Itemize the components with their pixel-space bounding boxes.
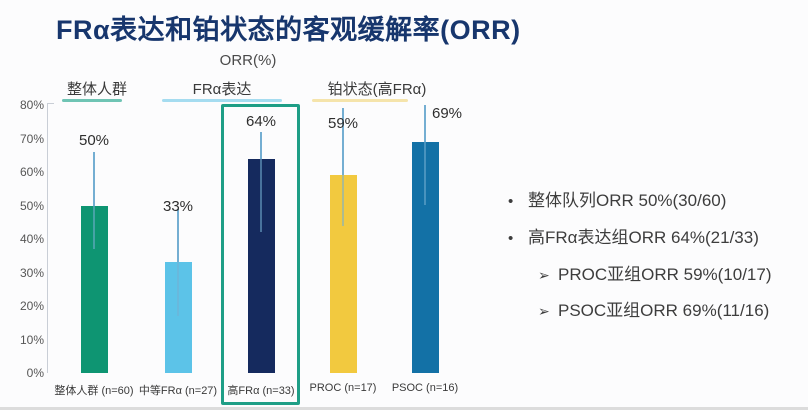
y-axis-tick-label: 80% xyxy=(19,98,44,112)
error-whisker-inner xyxy=(177,262,179,317)
note-item: ➢ PROC亚组ORR 59%(10/17) xyxy=(538,260,804,285)
x-axis-category-label: 整体人群 (n=60) xyxy=(54,385,134,397)
note-item: • 高FRα表达组ORR 64%(21/33) xyxy=(508,223,804,248)
arrow-bullet-icon: ➢ xyxy=(538,267,550,283)
y-axis-tick-label: 30% xyxy=(19,265,44,280)
error-whisker-inner xyxy=(260,158,262,233)
key-findings-list: • 整体队列ORR 50%(30/60) • 高FRα表达组ORR 64%(21/33… xyxy=(508,186,804,332)
group-underline xyxy=(162,99,282,102)
note-text: PROC亚组ORR 59%(10/17) xyxy=(558,265,772,284)
note-text: PSOC亚组ORR 69%(11/16) xyxy=(558,301,770,320)
group-label: 整体人群 xyxy=(66,81,128,98)
note-text: 高FRα表达组ORR 64%(21/33) xyxy=(528,228,759,247)
error-whisker-inner xyxy=(342,175,344,226)
y-axis-tick-label: 10% xyxy=(19,332,44,347)
note-item: • 整体队列ORR 50%(30/60) xyxy=(508,186,804,211)
x-axis-category-label: 高FRα (n=33) xyxy=(227,385,295,397)
slide-bottom-edge xyxy=(0,407,808,410)
error-whisker xyxy=(342,108,344,226)
group-label: 铂状态(高FRα) xyxy=(327,81,427,98)
orr-bar-chart: ORR(%) 0% 10% 20% 30% 40% 50% 60% 70% 80% 整体人群 FRα… xyxy=(19,52,463,405)
bar-value-label: 59% xyxy=(327,115,359,132)
y-axis-tick-label: 60% xyxy=(19,165,44,179)
group-label: FRα表达 xyxy=(192,81,252,98)
y-axis-tick-label: 0% xyxy=(26,366,44,380)
page-title: FRα表达和铂状态的客观缓解率(ORR) xyxy=(56,15,521,45)
group-underline xyxy=(62,99,122,102)
y-axis-tick-label: 50% xyxy=(19,198,44,213)
y-axis-line xyxy=(47,103,48,373)
bar-value-label: 33% xyxy=(162,198,194,215)
note-text: 整体队列ORR 50%(30/60) xyxy=(528,191,727,210)
note-item: ➢ PSOC亚组ORR 69%(11/16) xyxy=(538,296,804,321)
error-whisker xyxy=(93,151,95,250)
y-axis-top-tick xyxy=(47,103,54,104)
y-axis-tick-label: 40% xyxy=(19,232,44,246)
axis-title: ORR(%) xyxy=(219,52,277,69)
x-axis-category-label: PROC (n=17) xyxy=(309,382,377,394)
error-whisker-inner xyxy=(93,205,95,250)
group-underline xyxy=(312,99,408,102)
x-axis-category-label: 中等FRα (n=27) xyxy=(138,385,218,397)
dot-bullet-icon: • xyxy=(508,193,514,210)
y-axis-tick-label: 70% xyxy=(19,131,44,146)
bar-value-label: 64% xyxy=(245,113,277,130)
x-axis-category-label: PSOC (n=16) xyxy=(391,382,459,394)
error-whisker-inner xyxy=(424,141,426,206)
bar-value-label: 50% xyxy=(78,132,110,149)
highlight-box xyxy=(221,104,300,405)
bar-value-label: 69% xyxy=(431,105,463,122)
dot-bullet-icon: • xyxy=(508,230,514,247)
y-axis-tick-label: 20% xyxy=(19,299,44,313)
arrow-bullet-icon: ➢ xyxy=(538,303,550,319)
